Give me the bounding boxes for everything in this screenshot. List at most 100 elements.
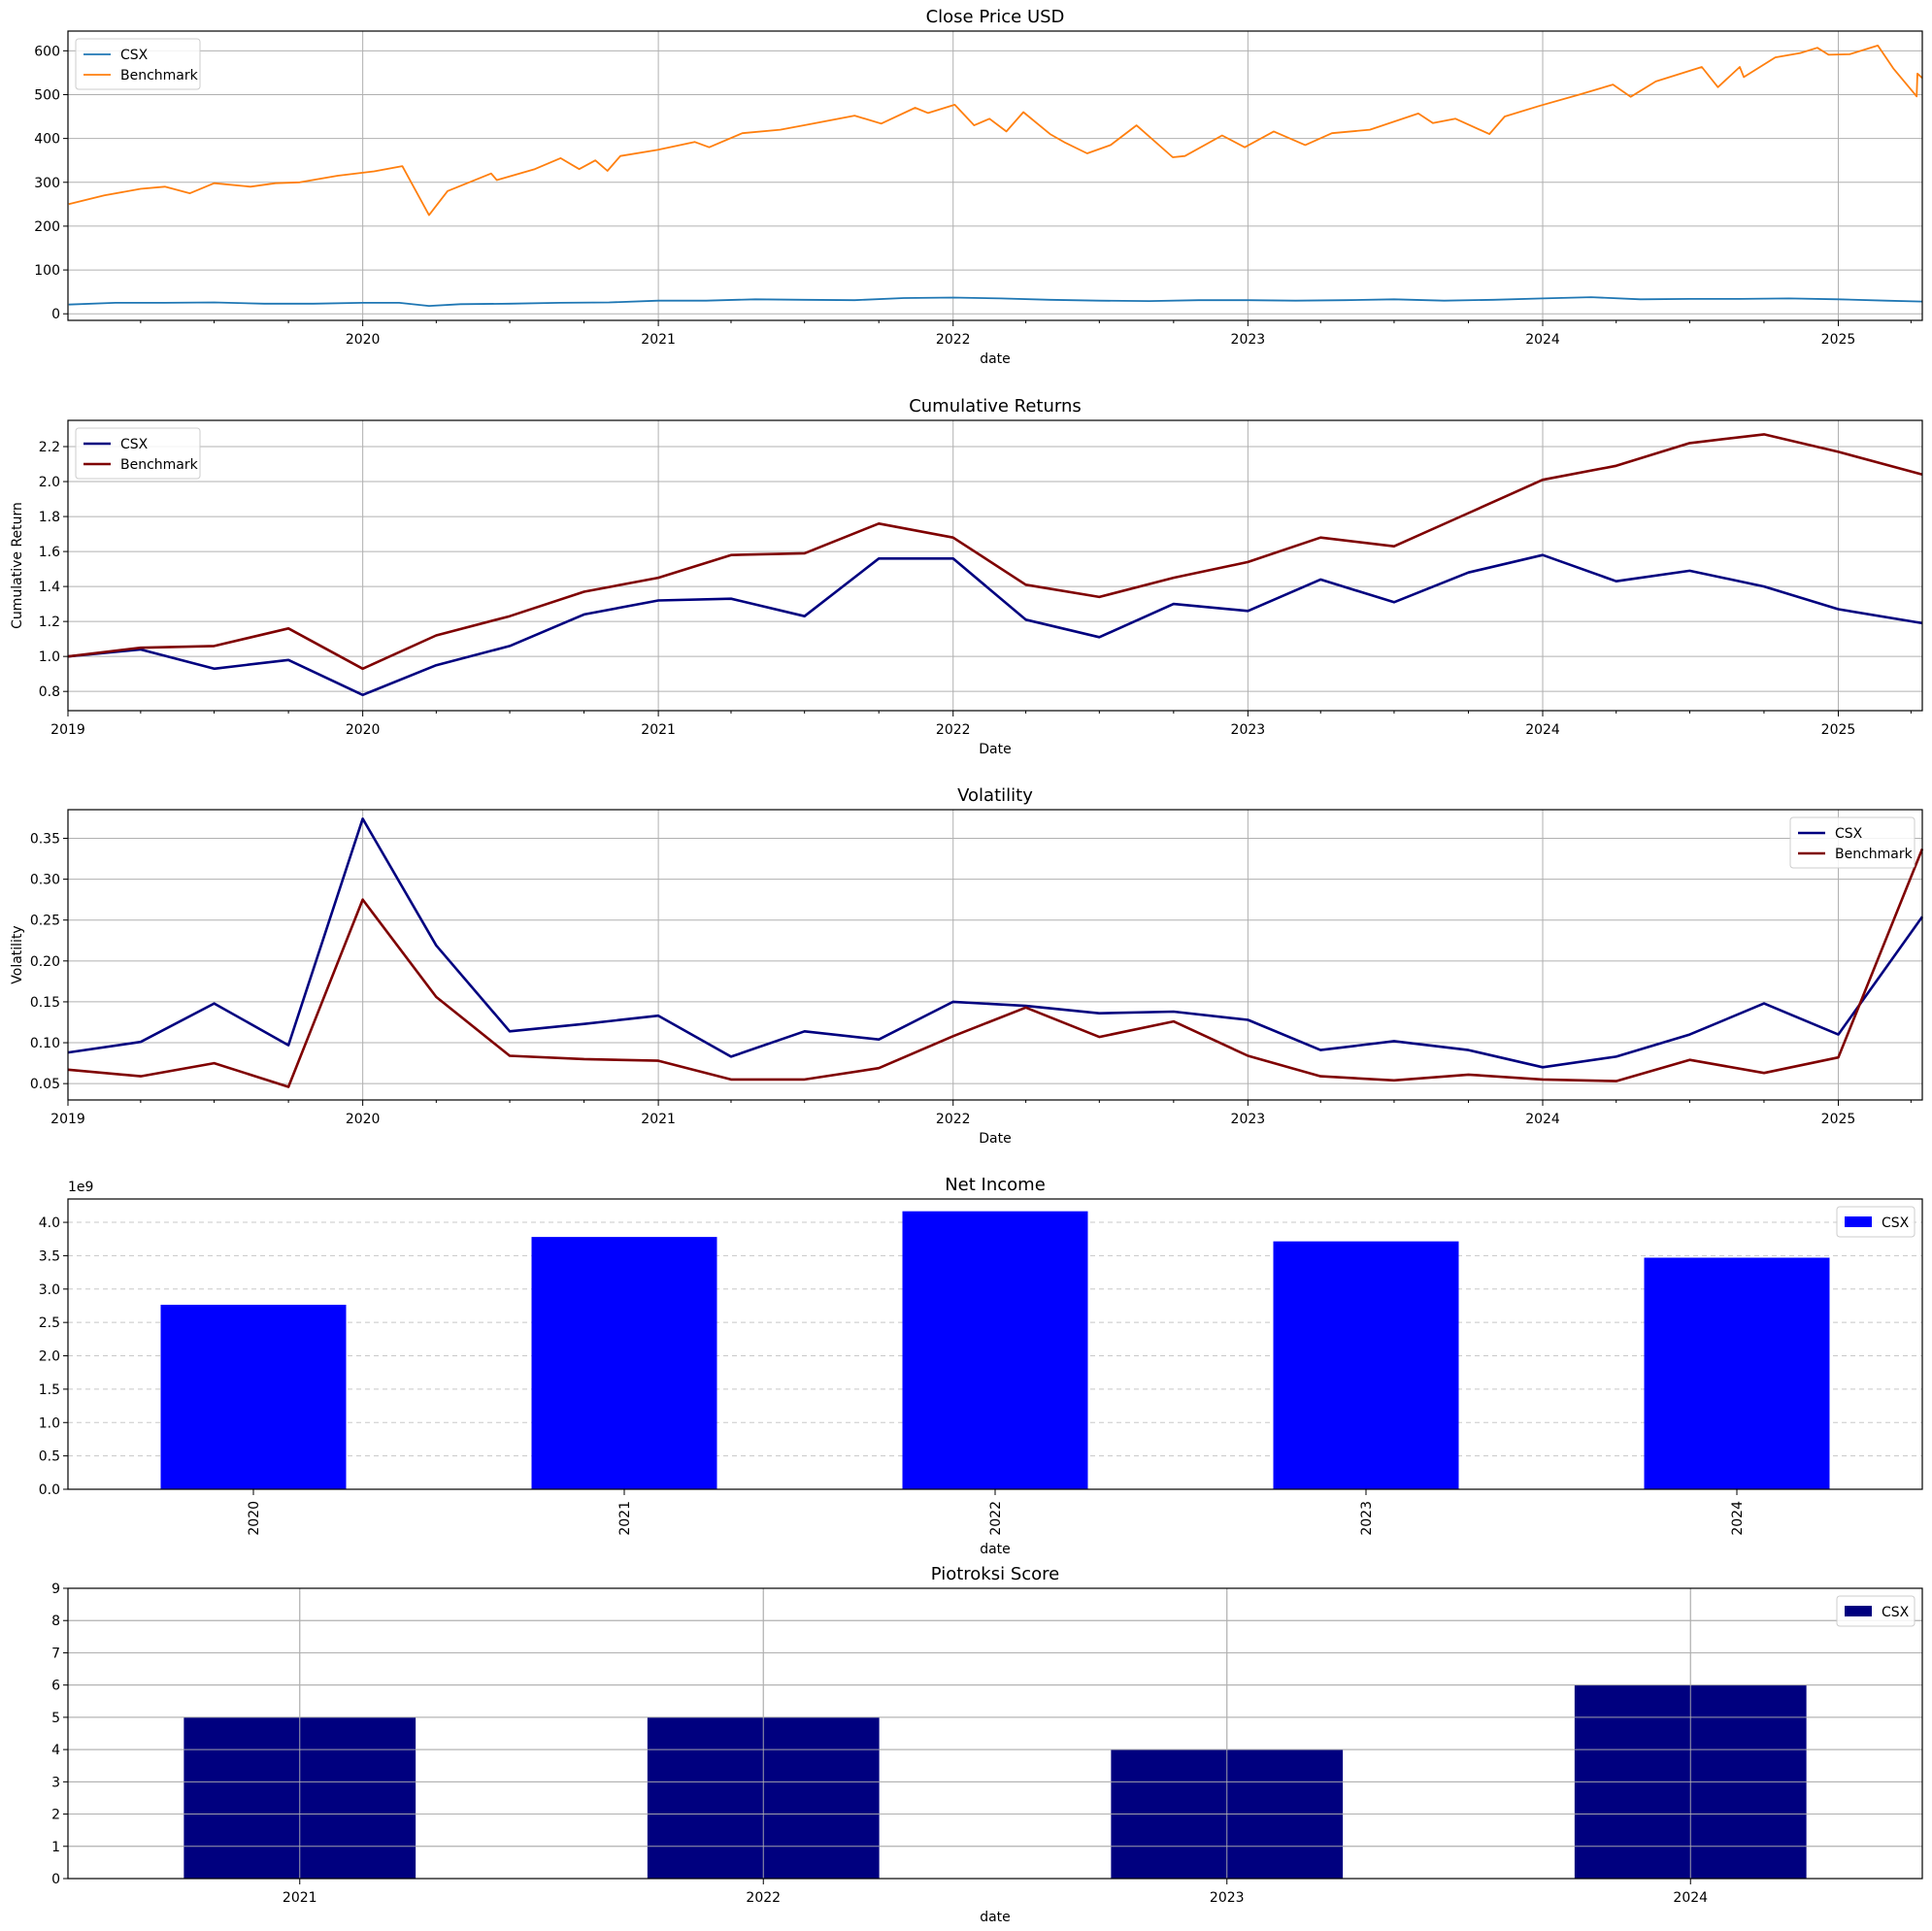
y-tick-label: 0.30: [30, 873, 60, 888]
y-tick-label: 1.8: [39, 510, 60, 525]
x-tick-label: 2022: [988, 1501, 1004, 1536]
y-tick-label: 0.05: [30, 1077, 60, 1092]
y-axis-label: Cumulative Return: [10, 502, 25, 629]
y-tick-label: 1.6: [39, 545, 60, 560]
y-tick-label: 0.15: [30, 995, 60, 1011]
x-tick-label: 2023: [1231, 332, 1266, 348]
legend-label: CSX: [120, 437, 149, 452]
legend-box: [1836, 1206, 1915, 1238]
chart-title: Cumulative Returns: [909, 396, 1082, 416]
legend-label: Benchmark: [120, 68, 199, 83]
axes-frame: [67, 30, 1923, 321]
x-axis-label: date: [980, 1542, 1011, 1557]
y-tick-label: 7: [51, 1646, 60, 1661]
x-tick-label: 2023: [1231, 722, 1266, 738]
y-tick-label: 500: [34, 87, 60, 103]
chart-title: Piotroksi Score: [931, 1564, 1060, 1584]
legend-label: Benchmark: [120, 457, 199, 473]
x-tick-label: 2023: [1210, 1890, 1245, 1906]
y-tick-label: 1.5: [39, 1382, 60, 1398]
bar-2024: [1644, 1257, 1830, 1489]
legend: CSX Benchmark: [75, 427, 201, 480]
legend-label: CSX: [120, 48, 149, 63]
y-axis-label: Volatility: [10, 925, 25, 983]
x-tick-label: 2023: [1359, 1501, 1375, 1536]
series-line-benchmark: [68, 45, 1923, 216]
legend-label: CSX: [1835, 826, 1863, 842]
y-tick-label: 4.0: [39, 1215, 60, 1231]
chart-title: Volatility: [957, 785, 1033, 806]
x-tick-label: 2020: [346, 1112, 381, 1127]
x-tick-label: 2025: [1821, 722, 1856, 738]
legend-box: [75, 38, 201, 90]
y-tick-label: 200: [34, 219, 60, 235]
y-scale-label: 1e9: [68, 1180, 93, 1195]
x-tick-label: 2021: [641, 722, 676, 738]
series-line-benchmark: [67, 433, 1923, 671]
axes-frame: [67, 809, 1923, 1101]
x-axis-label: date: [980, 351, 1011, 367]
x-axis-label: Date: [979, 1131, 1011, 1147]
x-tick-label: 2021: [641, 332, 676, 348]
y-tick-label: 2.2: [39, 440, 60, 455]
cumulative-returns-panel: 0.8 1.0 1.2 1.4 1.6 1.8 2.0 2.2 2019 2020 2021 2022…: [10, 396, 1923, 757]
y-tick-label: 1.2: [39, 615, 60, 630]
axes-frame: [67, 1198, 1923, 1490]
x-tick-label: 2022: [936, 332, 971, 348]
x-tick-label: 2020: [346, 332, 381, 348]
y-tick-label: 4: [51, 1743, 60, 1758]
series-line-csx: [67, 817, 1924, 1069]
y-tick-label: 0.20: [30, 954, 60, 970]
y-tick-label: 0: [51, 1872, 60, 1887]
y-tick-label: 0.35: [30, 831, 60, 847]
bar-2023: [1273, 1241, 1459, 1489]
y-tick-label: 8: [51, 1614, 60, 1629]
x-tick-label: 2024: [1525, 1112, 1560, 1127]
y-tick-label: 1.4: [39, 580, 60, 595]
y-tick-label: 9: [51, 1581, 60, 1597]
y-tick-label: 2.5: [39, 1315, 60, 1331]
y-tick-label: 5: [51, 1711, 60, 1726]
x-tick-label: 2021: [283, 1890, 317, 1906]
y-tick-label: 2: [51, 1808, 60, 1823]
x-tick-label: 2023: [1231, 1112, 1266, 1127]
x-tick-label: 2024: [1525, 332, 1560, 348]
y-tick-label: 1: [51, 1840, 60, 1855]
series-line-csx: [67, 553, 1923, 697]
y-tick-label: 300: [34, 176, 60, 191]
y-tick-label: 6: [51, 1679, 60, 1694]
chart-title: Net Income: [945, 1175, 1046, 1195]
y-tick-label: 0.8: [39, 684, 60, 700]
legend-box: [1789, 816, 1915, 869]
bar-2022: [902, 1211, 1088, 1489]
x-tick-label: 2019: [50, 1112, 85, 1127]
y-tick-label: 0.25: [30, 914, 60, 929]
x-axis-label: Date: [979, 742, 1011, 757]
x-tick-label: 2024: [1730, 1501, 1746, 1536]
y-tick-label: 3.5: [39, 1248, 60, 1264]
y-tick-label: 3.0: [39, 1282, 60, 1298]
y-tick-label: 600: [34, 44, 60, 59]
y-tick-label: 0.5: [39, 1449, 60, 1465]
y-tick-label: 2.0: [39, 1349, 60, 1365]
x-tick-label: 2022: [936, 722, 971, 738]
legend: CSX: [1836, 1595, 1915, 1627]
x-tick-label: 2019: [50, 722, 85, 738]
legend-label: Benchmark: [1835, 847, 1914, 862]
y-tick-label: 0: [51, 307, 60, 322]
y-tick-label: 0.10: [30, 1036, 60, 1051]
legend: CSX: [1836, 1206, 1915, 1238]
y-tick-label: 1.0: [39, 649, 60, 665]
y-tick-label: 1.0: [39, 1415, 60, 1431]
legend-label: CSX: [1882, 1215, 1910, 1231]
y-tick-label: 0.0: [39, 1482, 60, 1498]
x-tick-label: 2020: [247, 1501, 262, 1536]
x-tick-label: 2025: [1821, 1112, 1856, 1127]
series-line-csx: [68, 296, 1923, 307]
net-income-panel: 0.0 0.5 1.0 1.5 2.0 2.5 3.0 3.5 4.0 2020 2021 2022 2…: [39, 1175, 1923, 1557]
legend-label: CSX: [1882, 1605, 1910, 1620]
y-tick-label: 100: [34, 263, 60, 279]
legend-box: [75, 427, 201, 480]
x-tick-label: 2024: [1525, 722, 1560, 738]
